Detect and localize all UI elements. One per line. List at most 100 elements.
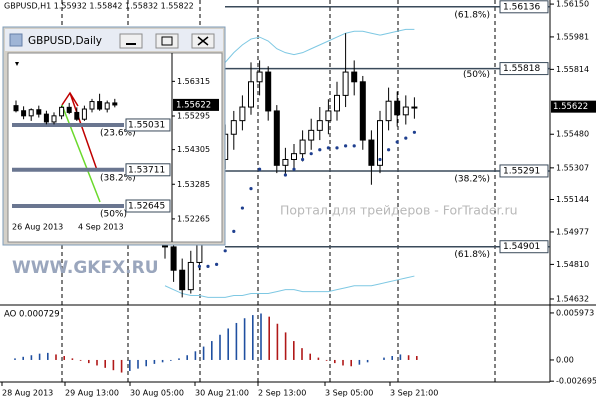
candle-body	[21, 110, 27, 117]
ao-panel: 0.005973 0.00 -0.002695	[14, 308, 596, 386]
price-box	[499, 164, 549, 178]
sar-dot	[412, 130, 416, 134]
inset-chart: 1.56315 1.55295 1.54305 1.53285 1.52265 26 Au…	[12, 77, 219, 232]
maximize-icon	[161, 36, 173, 46]
y-tick-label: 0.00	[556, 355, 574, 364]
sar-dot	[395, 140, 399, 144]
candle-body	[66, 106, 72, 113]
y-tick-label: 1.56150	[556, 0, 589, 9]
sar-dot	[378, 157, 382, 162]
sar-dot	[197, 264, 201, 268]
level-price: 1.53711	[128, 165, 165, 175]
y-tick-label: 1.55981	[556, 32, 589, 41]
ao-title: AO 0.000729	[4, 310, 60, 320]
y-tick-label: 1.54632	[556, 294, 589, 303]
sar-dot	[215, 262, 219, 266]
sar-dot	[387, 148, 391, 152]
y-tick-label: 1.55480	[556, 130, 589, 139]
candle-body	[28, 109, 34, 117]
sar-dot	[344, 144, 348, 148]
y-tick-label: 1.52265	[177, 214, 210, 223]
price-box	[499, 240, 549, 254]
window-title: GBPUSD,Daily	[28, 35, 102, 47]
minimize-button[interactable]	[119, 33, 143, 49]
close-icon	[197, 36, 209, 46]
x-tick-label: 30 Aug 05:00	[130, 389, 184, 398]
fib-level-label: (50%)	[100, 210, 127, 220]
candle-body	[385, 100, 392, 122]
fib-level-label: (23.6%)	[100, 128, 136, 138]
y-tick-label: 1.54977	[556, 227, 589, 236]
candle-body	[81, 108, 87, 120]
price-box	[499, 62, 549, 76]
fib-level-label: (38.2%)	[454, 174, 490, 184]
candle-body	[334, 94, 340, 112]
sar-dot	[301, 157, 305, 162]
candle-body	[59, 106, 65, 117]
current-price: 1.55622	[553, 102, 588, 112]
candle-body	[13, 105, 19, 112]
candle-body	[179, 269, 186, 291]
level-price: 1.55291	[503, 166, 540, 176]
candle-body	[359, 81, 366, 141]
sar-dot	[335, 146, 339, 150]
y-tick-label: 1.55814	[556, 65, 589, 74]
level-price: 1.55031	[128, 120, 165, 130]
sar-dot	[232, 229, 236, 233]
y-tick-label: 1.54305	[177, 145, 210, 154]
fib-level-label: (61.8%)	[454, 250, 490, 260]
candle-body	[239, 106, 246, 122]
maximize-button[interactable]	[155, 33, 179, 49]
x-tick-label: 26 Aug 2013	[12, 223, 63, 232]
level-price: 1.54901	[503, 242, 540, 252]
level-price: 1.55818	[503, 64, 540, 74]
price-box	[125, 163, 171, 177]
y-tick-label: 1.55295	[177, 112, 210, 121]
sar-dot	[309, 152, 313, 156]
current-price-box	[173, 98, 219, 111]
candle-body	[248, 81, 254, 108]
current-price: 1.55622	[176, 100, 211, 110]
y-tick-label: 1.55144	[556, 195, 589, 204]
chart-header: GBPUSD,H1 1.55932 1.55842 1.55832 1.5582…	[4, 2, 194, 11]
fib-level-label: (38.2%)	[100, 173, 136, 183]
candle-body	[170, 246, 177, 271]
candle-body	[256, 71, 263, 83]
x-tick-label: 29 Aug 13:00	[65, 389, 119, 398]
candle-body	[43, 113, 49, 123]
sar-dot	[240, 206, 244, 210]
candle-body	[394, 100, 401, 116]
x-tick-label: 3 Sep 05:00	[325, 389, 373, 398]
y-tick-label: 1.53285	[177, 180, 210, 189]
candle-body	[308, 129, 315, 141]
price-box	[125, 118, 171, 132]
candle-body	[187, 261, 194, 291]
candle-body	[97, 101, 103, 110]
level-price: 1.56136	[503, 2, 540, 12]
current-price-box	[551, 100, 596, 113]
window-icon	[9, 33, 23, 47]
sar-dot	[283, 173, 287, 177]
candle-body	[316, 120, 323, 131]
fib-trend-line	[61, 104, 101, 203]
fib-level-label: (50%)	[463, 70, 490, 80]
y-tick-label: 1.56315	[177, 77, 210, 86]
candle-body	[265, 71, 272, 112]
sar-dot	[352, 144, 356, 148]
watermark: WWW.GKFX.RU	[12, 258, 159, 278]
candle-body	[89, 101, 95, 110]
candle-body	[112, 102, 118, 106]
candle-body	[411, 106, 418, 109]
fib-trend-line	[61, 91, 98, 171]
bollinger-lower	[164, 275, 415, 298]
candle-body	[282, 158, 289, 166]
candle-body	[291, 153, 297, 160]
price-box	[125, 199, 171, 213]
x-tick-label: 28 Aug 2013	[2, 389, 53, 398]
level-price: 1.52645	[128, 202, 165, 212]
watermark: Портал для трейдеров - ForTrader.ru	[280, 203, 518, 218]
daily-window[interactable]: GBPUSD,Daily 1.56315 1.55295 1.54305 1.5328…	[2, 26, 226, 246]
inset-plot	[7, 52, 223, 243]
